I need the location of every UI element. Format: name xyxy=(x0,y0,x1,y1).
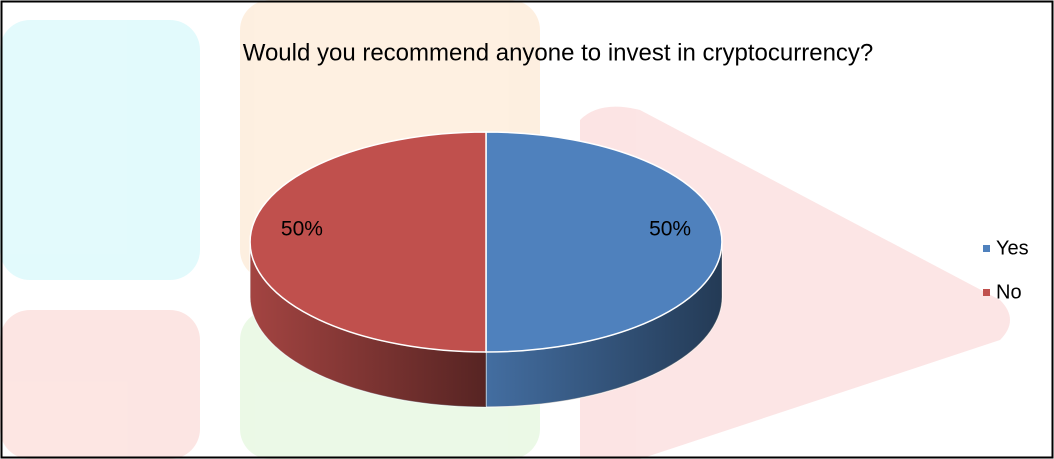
data-label: 50% xyxy=(281,218,323,241)
slice-side-shade xyxy=(486,242,722,407)
legend-label: No xyxy=(996,281,1022,303)
slice xyxy=(249,131,487,353)
legend-label: Yes xyxy=(996,237,1029,259)
legend-swatch xyxy=(983,289,990,296)
slice xyxy=(485,131,723,353)
legend-swatch xyxy=(983,245,990,252)
slice-side-shade xyxy=(250,242,486,407)
data-label: 50% xyxy=(649,218,691,241)
chart-title: Would you recommend anyone to invest in … xyxy=(243,39,874,66)
